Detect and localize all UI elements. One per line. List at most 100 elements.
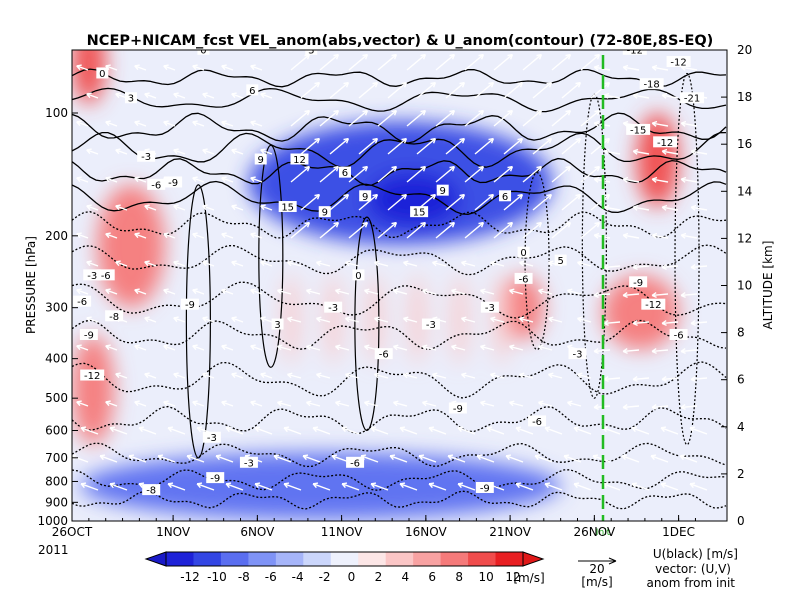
contour-label: -8 <box>142 484 161 497</box>
velocity-arrow <box>250 176 263 183</box>
anomaly-region <box>491 274 512 365</box>
svg-text:-9: -9 <box>480 483 490 494</box>
velocity-arrow <box>215 454 234 463</box>
velocity-arrow <box>435 109 456 127</box>
velocity-arrow <box>590 193 611 211</box>
u-contour-line <box>72 361 727 399</box>
contour-label: -9 <box>629 276 648 289</box>
velocity-arrow <box>358 193 379 211</box>
velocity-arrow <box>202 148 215 155</box>
svg-text:6: 6 <box>502 192 508 203</box>
velocity-arrow <box>650 454 669 463</box>
velocity-arrow <box>167 482 186 491</box>
velocity-arrow <box>603 92 621 99</box>
svg-text:-9: -9 <box>168 178 178 189</box>
velocity-arrow <box>464 109 485 127</box>
y-left-tick-label: 700 <box>45 451 68 465</box>
colorbar-segment <box>468 552 497 566</box>
contour-label: 5 <box>554 254 567 267</box>
velocity-arrow <box>479 344 495 351</box>
velocity-arrow <box>231 316 244 323</box>
contour-label: -6 <box>514 272 533 285</box>
y-right-tick-label: 14 <box>737 184 752 198</box>
velocity-arrow <box>305 400 321 407</box>
velocity-arrow <box>86 92 99 99</box>
contour-label: 12 <box>290 153 309 166</box>
u-contour-line <box>674 72 700 446</box>
anomaly-region <box>72 334 115 445</box>
velocity-arrow <box>260 204 273 211</box>
velocity-arrow <box>632 320 650 327</box>
svg-text:3: 3 <box>274 320 280 331</box>
legend-line-3: anom from init <box>646 576 735 590</box>
velocity-arrow <box>231 92 244 99</box>
velocity-arrow <box>319 165 340 183</box>
velocity-arrow <box>593 348 611 355</box>
svg-text:-9: -9 <box>633 278 643 289</box>
velocity-arrow <box>387 193 408 211</box>
velocity-arrow <box>134 288 147 295</box>
velocity-arrow <box>561 81 582 99</box>
colorbar-tick-label: 2 <box>375 570 383 584</box>
velocity-arrow <box>221 400 234 407</box>
y-axis-right: 0 2 4 6 8 10 12 14 16 18 20 <box>721 43 752 528</box>
velocity-arrow <box>503 81 524 99</box>
contour-label: 0 <box>197 45 210 56</box>
velocity-arrow <box>221 120 234 127</box>
velocity-arrow <box>290 165 311 183</box>
velocity-arrow <box>493 109 514 127</box>
velocity-arrow <box>163 232 176 239</box>
velocity-arrow <box>522 109 543 127</box>
velocity-arrow <box>286 316 302 323</box>
velocity-arrow <box>457 426 476 435</box>
velocity-arrow <box>651 120 669 127</box>
velocity-arrow <box>144 204 157 211</box>
velocity-arrow <box>680 404 698 411</box>
svg-text:0: 0 <box>200 45 206 56</box>
velocity-arrow <box>250 120 263 127</box>
velocity-arrow <box>276 344 292 351</box>
velocity-arrow <box>622 176 640 183</box>
velocity-arrow <box>435 53 456 71</box>
init-marker: Init <box>596 528 611 538</box>
velocity-arrow <box>377 165 398 183</box>
u-contour-line <box>72 131 727 168</box>
velocity-arrow <box>474 193 495 211</box>
velocity-arrow <box>115 372 128 379</box>
velocity-arrow <box>661 148 679 155</box>
velocity-arrow <box>445 193 466 211</box>
velocity-arrow <box>250 64 263 71</box>
velocity-arrow <box>315 316 331 323</box>
colorbar-max-arrow <box>522 551 545 567</box>
velocity-arrow <box>115 148 128 155</box>
velocity-arrow <box>358 81 379 99</box>
velocity-arrow <box>134 344 147 351</box>
svg-text:-3: -3 <box>244 458 254 469</box>
y-right-tick-label: 10 <box>737 279 752 293</box>
contour-label: 15 <box>410 206 429 219</box>
velocity-arrow <box>573 426 592 435</box>
velocity-arrow <box>173 316 186 323</box>
velocity-arrow <box>464 221 485 239</box>
velocity-arrow <box>344 372 360 379</box>
velocity-arrow <box>202 372 215 379</box>
velocity-arrow <box>319 53 340 71</box>
velocity-arrow <box>105 288 118 295</box>
velocity-arrow <box>689 426 708 435</box>
colorbar-tick-label: -2 <box>319 570 331 584</box>
svg-text:0: 0 <box>355 271 361 282</box>
velocity-arrow <box>435 165 456 183</box>
velocity-arrow <box>431 372 447 379</box>
velocity-arrow <box>387 137 408 155</box>
velocity-arrow <box>319 109 340 127</box>
velocity-arrow <box>621 454 640 463</box>
contour-label: -3 <box>324 301 343 314</box>
contour-label: -6 <box>346 456 365 469</box>
velocity-arrow <box>315 372 331 379</box>
velocity-arrow <box>109 482 128 491</box>
velocity-arrow <box>445 81 466 99</box>
velocity-arrow <box>192 64 205 71</box>
y-right-tick-label: 0 <box>737 514 745 528</box>
velocity-arrow <box>221 288 234 295</box>
velocity-arrow <box>632 264 650 271</box>
